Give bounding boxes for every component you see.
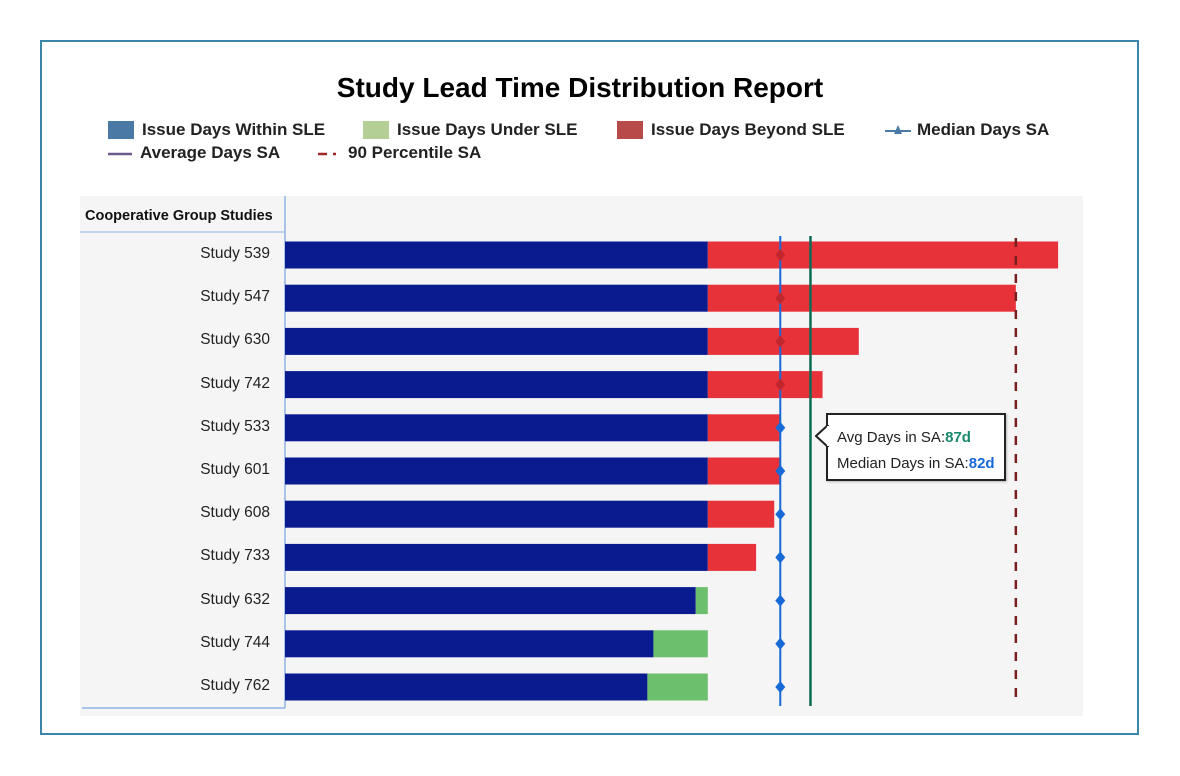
median-marker <box>775 378 786 391</box>
legend-symbol <box>885 125 911 134</box>
category-label: Study 632 <box>200 590 270 608</box>
bar-within-sle <box>285 284 708 312</box>
bar-within-sle <box>285 371 708 399</box>
legend-item: Median Days SA <box>885 120 1049 140</box>
bar-beyond-sle <box>707 241 1059 269</box>
bar-within-sle <box>285 327 708 355</box>
median-marker <box>775 335 786 348</box>
median-marker <box>775 249 786 261</box>
category-label: Study 547 <box>200 288 270 306</box>
legend-item: Issue Days Under SLE <box>363 120 577 140</box>
legend-symbol <box>318 152 336 156</box>
category-label: Study 742 <box>200 374 270 392</box>
tooltip: Avg Days in SA:87d Median Days in SA:82d <box>826 413 1006 481</box>
legend-item: Issue Days Within SLE <box>108 120 325 140</box>
median-marker <box>775 637 786 650</box>
legend-item: Average Days SA <box>108 143 280 163</box>
legend-label: Issue Days Beyond SLE <box>651 120 845 139</box>
bar-within-sle <box>285 500 708 528</box>
legend-label: 90 Percentile SA <box>348 143 482 162</box>
category-label: Study 539 <box>200 245 270 262</box>
tooltip-avg-value: 87d <box>945 429 971 446</box>
median-marker <box>775 681 786 693</box>
category-label: Study 744 <box>200 633 270 651</box>
legend: Issue Days Within SLE Issue Days Under SL… <box>0 0 1180 170</box>
bar-within-sle <box>285 630 654 658</box>
tooltip-median-value: 82d <box>968 455 995 472</box>
bar-under-sle <box>647 673 708 701</box>
bar-beyond-sle <box>707 414 781 442</box>
category-label: Study 733 <box>200 547 270 565</box>
bar-within-sle <box>285 543 708 571</box>
median-marker <box>775 594 786 607</box>
median-marker <box>775 292 786 305</box>
tooltip-pointer <box>815 425 829 447</box>
legend-label: Average Days SA <box>140 143 281 162</box>
tooltip-median-label: Median Days in SA: <box>837 455 969 472</box>
median-marker <box>775 421 786 434</box>
category-label: Study 601 <box>200 461 270 478</box>
median-marker <box>775 465 786 477</box>
bar-beyond-sle <box>707 371 823 399</box>
bar-beyond-sle <box>707 500 775 528</box>
category-label: Study 608 <box>200 504 270 522</box>
bar-within-sle <box>285 673 648 701</box>
bar-beyond-sle <box>707 457 781 485</box>
bar-within-sle <box>285 241 708 269</box>
category-label: Study 630 <box>200 331 270 349</box>
category-axis-title: Cooperative Group Studies <box>85 208 273 224</box>
bar-within-sle <box>285 587 696 615</box>
bar-under-sle <box>695 587 708 615</box>
legend-label: Issue Days Under SLE <box>397 120 578 139</box>
legend-item: Issue Days Beyond SLE <box>617 120 845 140</box>
category-label: Study 533 <box>200 417 270 435</box>
bar-beyond-sle <box>707 543 757 571</box>
bar-beyond-sle <box>707 284 1016 312</box>
chart-title: Study Lead Time Distribution Report <box>336 72 824 103</box>
tooltip-avg-label: Avg Days in SA: <box>837 429 946 446</box>
bar-under-sle <box>653 630 708 658</box>
median-marker <box>775 551 786 564</box>
median-marker <box>775 508 786 521</box>
legend-item: 90 Percentile SA <box>316 143 481 163</box>
legend-symbol <box>108 152 132 156</box>
category-label: Study 762 <box>200 677 270 694</box>
legend-label: Median Days SA <box>917 120 1050 139</box>
bar-within-sle <box>285 457 708 485</box>
legend-label: Issue Days Within SLE <box>142 120 326 139</box>
bar-within-sle <box>285 414 708 442</box>
